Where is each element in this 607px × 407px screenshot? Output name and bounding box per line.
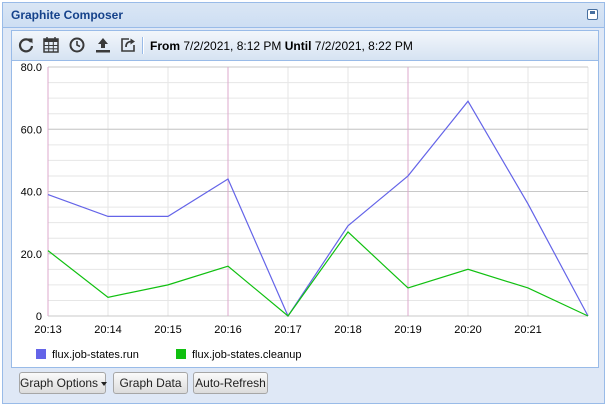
- series-line-2: [47, 231, 589, 317]
- from-label: From: [150, 39, 180, 53]
- auto-refresh-button[interactable]: Auto-Refresh: [193, 372, 268, 394]
- calendar-icon[interactable]: [42, 36, 60, 54]
- graph-data-button[interactable]: Graph Data: [113, 372, 188, 394]
- x-tick-label: 20:14: [94, 324, 122, 336]
- toolbar-separator: [142, 37, 144, 54]
- y-tick-label: 60.0: [21, 124, 42, 136]
- x-tick-label: 20:20: [454, 324, 482, 336]
- x-tick-label: 20:15: [154, 324, 182, 336]
- x-tick-label: 20:18: [334, 324, 362, 336]
- graph-image: 0 20.0 40.0 60.0 80.0 20:13 20:14 20:15 20:16 20:…: [21, 62, 589, 361]
- clock-icon[interactable]: [68, 36, 86, 54]
- y-tick-label: 20.0: [21, 249, 42, 261]
- time-range[interactable]: From 7/2/2021, 8:12 PM Until 7/2/2021, 8…: [150, 39, 413, 53]
- x-tick-label: 20:19: [394, 324, 422, 336]
- share-icon[interactable]: [119, 36, 137, 54]
- y-tick-label: 0: [36, 311, 42, 323]
- x-tick-label: 20:13: [34, 324, 62, 336]
- window-title: Graphite Composer: [11, 8, 124, 22]
- x-tick-label: 20:21: [514, 324, 542, 336]
- until-label: Until: [284, 39, 312, 53]
- y-tick-label: 40.0: [21, 187, 42, 199]
- y-tick-label: 80.0: [21, 62, 42, 74]
- x-tick-label: 20:17: [274, 324, 302, 336]
- composer-toolbar: From 7/2/2021, 8:12 PM Until 7/2/2021, 8…: [12, 31, 598, 61]
- chevron-down-icon: [101, 381, 108, 386]
- series-line-1: [47, 100, 589, 318]
- refresh-icon[interactable]: [17, 36, 35, 54]
- collapse-icon[interactable]: [587, 9, 598, 20]
- auto-refresh-label: Auto-Refresh: [195, 376, 266, 390]
- window-titlebar: Graphite Composer: [3, 3, 604, 28]
- upload-icon[interactable]: [94, 36, 112, 54]
- legend-swatch: [36, 349, 46, 359]
- graph-data-label: Graph Data: [119, 376, 182, 390]
- x-tick-label: 20:16: [214, 324, 242, 336]
- graph-options-label: Graph Options: [20, 376, 99, 390]
- from-value: 7/2/2021, 8:12 PM: [183, 39, 282, 53]
- graph-options-button[interactable]: Graph Options: [19, 372, 108, 394]
- until-value: 7/2/2021, 8:22 PM: [314, 39, 413, 53]
- graph-panel: From 7/2/2021, 8:12 PM Until 7/2/2021, 8…: [11, 30, 599, 368]
- legend-label: flux.job-states.run: [52, 349, 139, 361]
- legend-label: flux.job-states.cleanup: [192, 349, 301, 361]
- legend-swatch: [176, 349, 186, 359]
